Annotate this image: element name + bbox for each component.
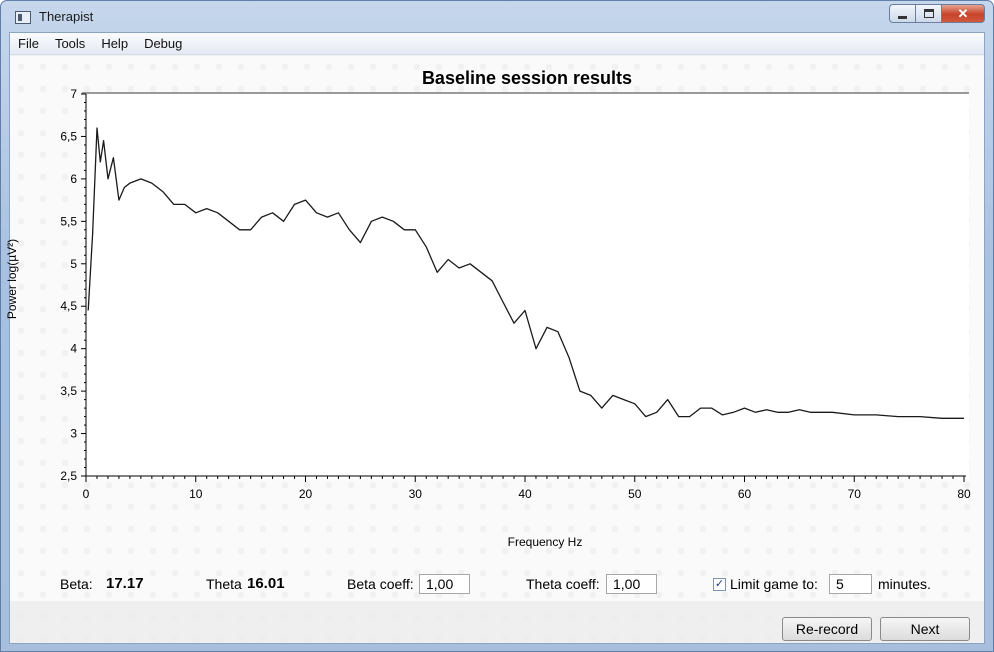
title-bar[interactable]: Therapist ✕ (1, 1, 993, 31)
y-tick-label: 2,5 (60, 469, 77, 483)
minimize-button[interactable] (889, 4, 915, 23)
theta-value: 16.01 (247, 575, 285, 592)
y-tick-label: 6,5 (60, 129, 77, 143)
x-tick-label: 40 (518, 487, 532, 501)
menu-help[interactable]: Help (101, 36, 129, 51)
y-axis-label: Power log(µV²) (5, 238, 19, 320)
y-tick-label: 5 (70, 257, 77, 271)
y-tick-label: 4 (70, 342, 77, 356)
minimize-icon (898, 15, 907, 19)
menu-tools[interactable]: Tools (54, 36, 86, 51)
next-button[interactable]: Next (880, 617, 970, 641)
x-tick-label: 50 (628, 487, 642, 501)
central-widget: Baseline session results 2,5 3 3,5 4 4,5 5 5,5… (5, 56, 984, 643)
client-area: File Tools Help Debug Baseline session r… (5, 32, 985, 644)
close-button[interactable]: ✕ (941, 4, 985, 23)
x-tick-label: 80 (957, 487, 971, 501)
x-tick-label: 20 (299, 487, 313, 501)
y-tick-label: 3 (70, 427, 77, 441)
spectrum-chart: 2,533,544,555,566,570 10 20 30 40 50 60 70 80 (60, 87, 971, 501)
y-tick-label: 3,5 (60, 384, 77, 398)
menu-file[interactable]: File (18, 36, 39, 51)
app-icon (15, 11, 31, 24)
maximize-button[interactable] (915, 4, 941, 23)
spectrum-line (87, 127, 964, 419)
y-tick-label: 5,5 (60, 214, 77, 228)
theta-coeff-input[interactable] (606, 574, 657, 594)
menu-bar: File Tools Help Debug (10, 33, 984, 55)
x-tick-label: 10 (189, 487, 203, 501)
x-axis-label: Frequency Hz (507, 535, 583, 549)
close-icon: ✕ (957, 5, 969, 21)
menu-debug[interactable]: Debug (144, 36, 183, 51)
window-title: Therapist (39, 9, 94, 24)
minutes-label: minutes. (878, 576, 931, 592)
x-tick-label: 0 (83, 487, 90, 501)
theta-coeff-label: Theta coeff: (526, 576, 600, 592)
limit-game-checkbox[interactable]: ✓ (713, 578, 726, 591)
x-tick-label: 30 (409, 487, 423, 501)
beta-label: Beta: (60, 576, 93, 592)
beta-coeff-label: Beta coeff: (347, 576, 414, 592)
limit-minutes-input[interactable] (829, 574, 872, 594)
theta-label: Theta (206, 576, 242, 592)
maximize-icon (923, 9, 934, 18)
y-tick-label: 6 (70, 172, 77, 186)
re-record-button[interactable]: Re-record (782, 617, 872, 641)
chart-title: Baseline session results (421, 68, 633, 88)
x-tick-label: 70 (848, 487, 862, 501)
beta-value: 17.17 (106, 575, 144, 592)
beta-coeff-input[interactable] (419, 574, 470, 594)
y-tick-label: 4,5 (60, 299, 77, 313)
plot-area (82, 92, 969, 479)
window-controls: ✕ (889, 4, 985, 23)
y-tick-label: 7 (70, 87, 77, 101)
limit-game-label: Limit game to: (730, 576, 818, 592)
x-tick-label: 60 (738, 487, 752, 501)
